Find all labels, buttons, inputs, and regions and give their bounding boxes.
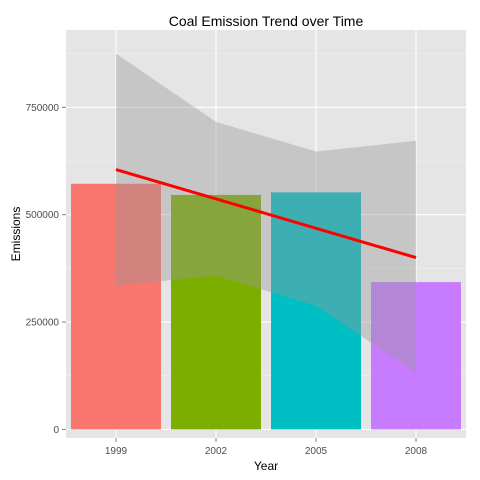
y-tick-label: 250000	[26, 318, 60, 329]
x-tick-label: 2005	[305, 446, 328, 457]
y-axis-title: Emissions	[9, 207, 23, 262]
x-axis-title: Year	[254, 459, 278, 473]
x-tick-label: 2002	[205, 446, 228, 457]
x-tick-label: 2008	[405, 446, 428, 457]
trend-line	[115, 168, 417, 260]
bar-1999	[71, 183, 161, 430]
bars	[71, 183, 461, 430]
bar-2005	[271, 192, 361, 430]
y-tick-label: 500000	[26, 210, 60, 221]
bar-2008	[371, 282, 461, 430]
x-axis: 1999 2002 2005 2008	[105, 438, 428, 457]
bar-2002	[171, 194, 261, 430]
y-axis: 0 250000 500000 750000	[26, 103, 66, 436]
chart-title: Coal Emission Trend over Time	[169, 13, 364, 29]
y-tick-label: 0	[53, 425, 59, 436]
y-tick-label: 750000	[26, 103, 60, 114]
x-tick-label: 1999	[105, 446, 128, 457]
trend-line-group	[115, 168, 417, 260]
